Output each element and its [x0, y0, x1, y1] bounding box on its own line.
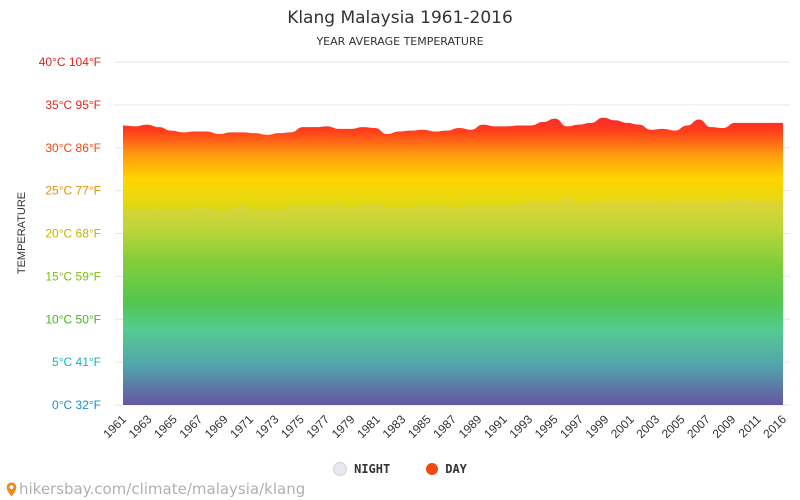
x-tick-label: 1997 [557, 412, 586, 441]
y-tick-label: 30°C 86°F [45, 141, 101, 155]
x-tick-label: 1981 [354, 412, 383, 441]
x-tick-label: 1961 [100, 412, 129, 441]
legend-label-day: DAY [445, 462, 467, 476]
x-tick-label: 1979 [329, 412, 358, 441]
x-tick-label: 1971 [227, 412, 256, 441]
chart-title: Klang Malaysia 1961-2016 [287, 8, 513, 28]
x-tick-label: 2009 [710, 412, 739, 441]
x-tick-label: 1989 [456, 412, 485, 441]
y-tick-label: 10°C 50°F [45, 312, 101, 326]
y-axis-label: TEMPERATURE [16, 192, 28, 274]
night-swatch-icon [333, 462, 348, 476]
x-tick-label: 1965 [151, 412, 180, 441]
x-tick-label: 1973 [253, 412, 282, 441]
x-tick-label: 2003 [633, 412, 662, 441]
y-tick-label: 20°C 68°F [45, 227, 101, 241]
x-tick-label: 1987 [430, 412, 459, 441]
day-area[interactable] [123, 117, 783, 406]
y-tick-label: 0°C 32°F [52, 398, 101, 412]
legend: NIGHT DAY [0, 462, 800, 476]
y-tick-label: 5°C 41°F [52, 355, 101, 369]
source-link[interactable]: hikersbay.com/climate/malaysia/klang [6, 480, 305, 498]
legend-label-night: NIGHT [354, 462, 391, 476]
night-area[interactable] [123, 197, 783, 405]
y-axis-ticks: 0°C 32°F 5°C 41°F 10°C 50°F 15°C 59°F 20°C 6… [39, 55, 101, 412]
chart-subtitle: YEAR AVERAGE TEMPERATURE [316, 35, 484, 48]
y-tick-label: 15°C 59°F [45, 269, 101, 283]
x-tick-label: 2016 [760, 412, 789, 441]
x-tick-label: 1983 [380, 412, 409, 441]
source-text: hikersbay.com/climate/malaysia/klang [19, 480, 306, 498]
x-tick-label: 1985 [405, 412, 434, 441]
x-tick-label: 2001 [608, 412, 637, 441]
x-tick-label: 2005 [659, 412, 688, 441]
chart-areas [123, 117, 783, 406]
x-axis-ticks: 1961196319651967196919711973197519771979… [100, 412, 789, 441]
x-tick-label: 1975 [278, 412, 307, 441]
legend-item-day[interactable]: DAY [426, 462, 467, 476]
location-pin-icon [6, 482, 17, 496]
temperature-chart: 0°C 32°F 5°C 41°F 10°C 50°F 15°C 59°F 20°C 6… [16, 55, 790, 441]
x-tick-label: 1969 [202, 412, 231, 441]
x-tick-label: 1977 [303, 412, 332, 441]
x-tick-label: 2011 [736, 412, 764, 440]
day-swatch-icon [426, 463, 439, 475]
y-tick-label: 40°C 104°F [39, 55, 101, 69]
x-tick-label: 1999 [583, 412, 612, 441]
x-tick-label: 1967 [176, 412, 205, 441]
x-tick-label: 2007 [684, 412, 713, 441]
x-tick-label: 1991 [481, 412, 510, 441]
x-tick-label: 1963 [126, 412, 155, 441]
y-tick-label: 25°C 77°F [45, 184, 101, 198]
x-tick-label: 1993 [506, 412, 535, 441]
x-tick-label: 1995 [532, 412, 561, 441]
y-tick-label: 35°C 95°F [45, 98, 101, 112]
legend-item-night[interactable]: NIGHT [333, 462, 390, 476]
